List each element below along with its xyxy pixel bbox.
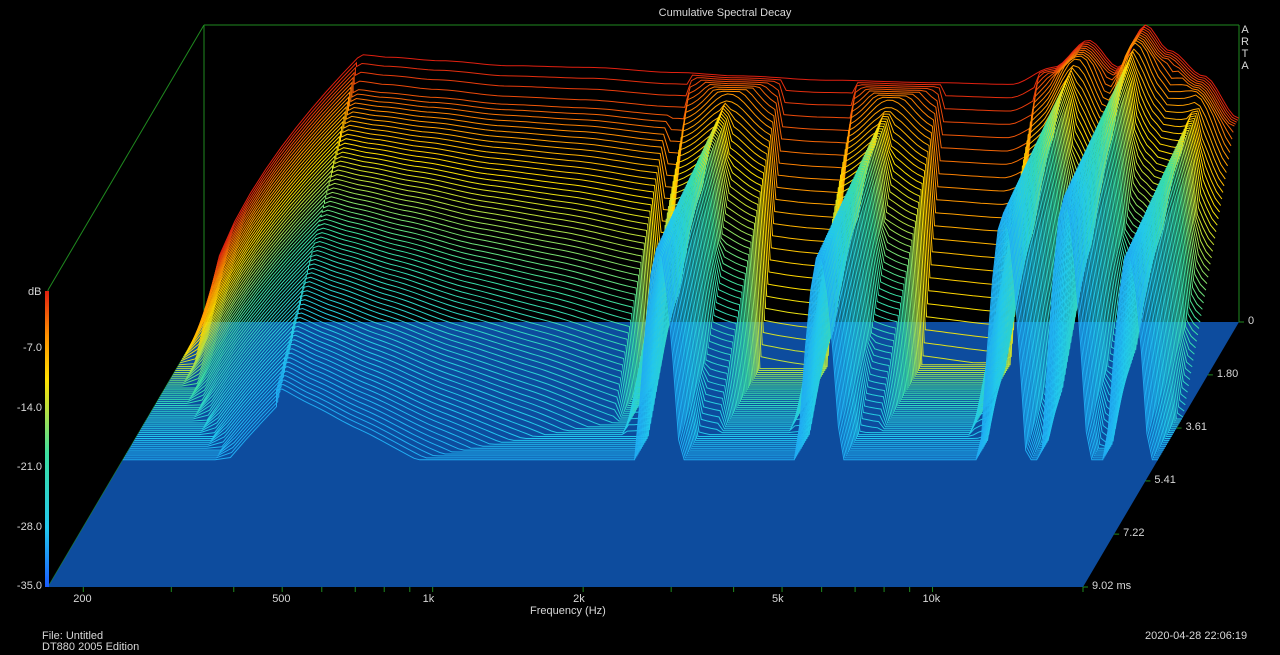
time-tick-label: 3.61 xyxy=(1185,421,1207,434)
time-tick-label: 0 xyxy=(1248,315,1255,327)
decay-trace xyxy=(203,24,1240,323)
decay-trace xyxy=(192,48,1229,342)
time-tick-label: 5.41 xyxy=(1154,473,1176,486)
decay-trace xyxy=(194,39,1231,338)
x-tick-label: 5k xyxy=(772,593,784,605)
z-tick-label: -28.0 xyxy=(16,520,42,533)
decay-trace xyxy=(200,30,1236,328)
x-tick-label: 1k xyxy=(422,593,435,605)
z-tick-label: -35.0 xyxy=(16,580,42,592)
chart-title: Cumulative Spectral Decay xyxy=(658,7,792,19)
file-name: File: Untitled xyxy=(42,630,104,642)
time-ticks xyxy=(1083,321,1244,588)
decay-trace xyxy=(122,194,1158,461)
x-tick-label: 500 xyxy=(272,593,291,605)
decay-trace xyxy=(195,37,1232,336)
decay-trace xyxy=(196,35,1233,334)
z-tick-label: -7.0 xyxy=(23,342,42,355)
file-subtitle: DT880 2005 Edition xyxy=(42,641,140,653)
decay-traces xyxy=(122,24,1240,461)
time-tick-label: 1.80 xyxy=(1216,367,1239,380)
x-tick-label: 2k xyxy=(573,593,585,605)
x-ticks xyxy=(82,587,1084,592)
z-tick-label: -14.0 xyxy=(16,401,42,414)
x-axis-label: Frequency (Hz) xyxy=(530,605,606,617)
x-tick-label: 200 xyxy=(73,593,92,605)
x-tick-label: 10k xyxy=(922,593,941,605)
decay-trace xyxy=(193,42,1230,340)
time-tick-label: 7.22 xyxy=(1123,527,1145,540)
arta-logo: A R T A xyxy=(1241,24,1249,72)
time-tick-label: 9.02 ms xyxy=(1092,580,1132,592)
decay-trace xyxy=(202,26,1239,325)
decay-trace xyxy=(201,28,1237,327)
z-tick-label: -21.0 xyxy=(16,461,42,474)
decay-trace xyxy=(198,32,1235,330)
timestamp: 2020-04-28 22:06:19 xyxy=(1145,630,1248,642)
color-bar xyxy=(45,291,49,587)
z-axis-label: dB xyxy=(28,286,42,298)
decay-trace xyxy=(197,34,1234,332)
